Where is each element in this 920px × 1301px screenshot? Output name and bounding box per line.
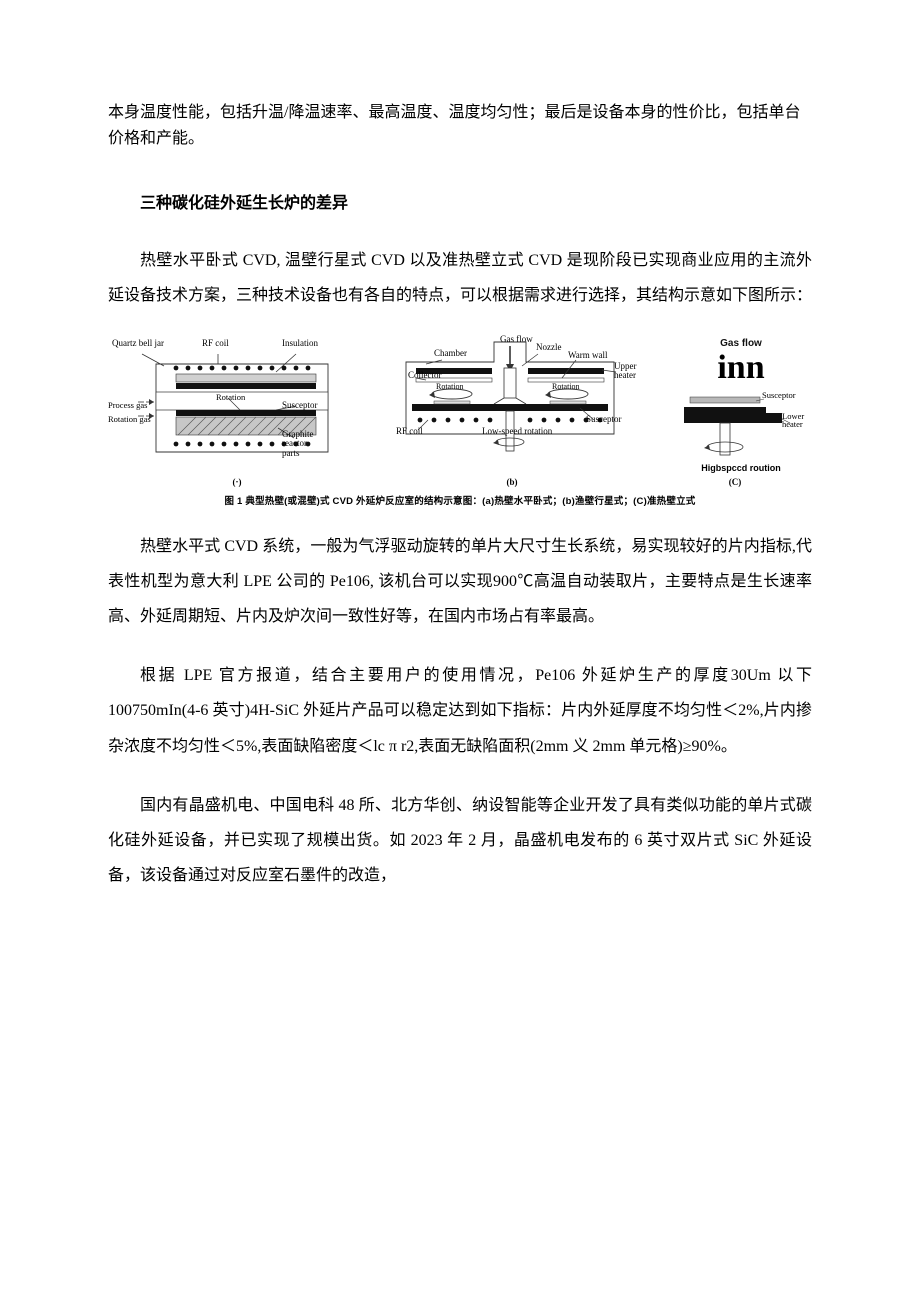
label-rf-coil-b: RF coil (396, 426, 423, 436)
figure-panel-b: Gas flow Chamber Nozzle Collector Warm w… (376, 338, 648, 468)
label-nozzle: Nozzle (536, 342, 561, 352)
label-graphite: Graphite reactor parts (282, 430, 314, 460)
label-susceptor-c: Susceptor (762, 390, 796, 400)
label-inn: inn (670, 351, 812, 385)
label-rotation-a: Rotation (216, 392, 245, 402)
figure-panel-a: Quartz bell jar RF coil Insulation (108, 338, 354, 466)
paragraph-1: 热壁水平卧式 CVD, 温壁行星式 CVD 以及准热壁立式 CVD 是现阶段已实… (108, 243, 812, 313)
sub-label-c: (C) (664, 477, 806, 487)
label-rotation-gas: Rotation gas (108, 414, 151, 424)
sub-label-a: (·) (114, 477, 360, 487)
figure-panel-c: Gas flow inn Susceptor Lower heater Higb… (670, 338, 812, 473)
label-low-speed: Low-speed rotation (482, 426, 552, 436)
sub-label-b: (b) (376, 477, 648, 487)
label-rotation-b2: Rotation (552, 382, 580, 391)
label-process-gas: Process gas (108, 400, 147, 410)
paragraph-2: 热壁水平式 CVD 系统，一般为气浮驱动旋转的单片大尺寸生长系统，易实现较好的片… (108, 529, 812, 635)
label-highspeed: Higbspccd roution (670, 463, 812, 473)
figure-1: Quartz bell jar RF coil Insulation (108, 338, 812, 507)
label-quartz: Quartz bell jar (112, 338, 164, 348)
figure-sub-labels: (·) (b) (C) (108, 477, 812, 487)
label-susceptor-a: Susceptor (282, 400, 318, 410)
label-gas-flow-b: Gas flow (500, 334, 533, 344)
label-rotation-b1: Rotation (436, 382, 464, 391)
label-upper-heater: Upper heater (614, 362, 637, 382)
intro-paragraph: 本身温度性能，包括升温/降温速率、最高温度、温度均匀性；最后是设备本身的性价比，… (108, 100, 812, 151)
label-chamber: Chamber (434, 348, 467, 358)
label-lower-heater: Lower heater (782, 412, 804, 430)
label-warm-wall: Warm wall (568, 350, 608, 360)
label-insulation: Insulation (282, 338, 318, 348)
paragraph-3: 根据 LPE 官方报道，结合主要用户的使用情况，Pe106 外延炉生产的厚度30… (108, 658, 812, 764)
label-collector: Collector (408, 370, 442, 380)
paragraph-4: 国内有晶盛机电、中国电科 48 所、北方华创、纳设智能等企业开发了具有类似功能的… (108, 788, 812, 894)
label-susceptor-b: Susceptor (586, 414, 622, 424)
label-rf-coil-a: RF coil (202, 338, 229, 348)
figure-caption: 图 1 典型热壁(或混壁)式 CVD 外延炉反应室的结构示意图：(a)热壁水平卧… (108, 493, 812, 507)
label-gas-flow-c: Gas flow (670, 338, 812, 349)
section-title: 三种碳化硅外延生长炉的差异 (108, 189, 812, 213)
